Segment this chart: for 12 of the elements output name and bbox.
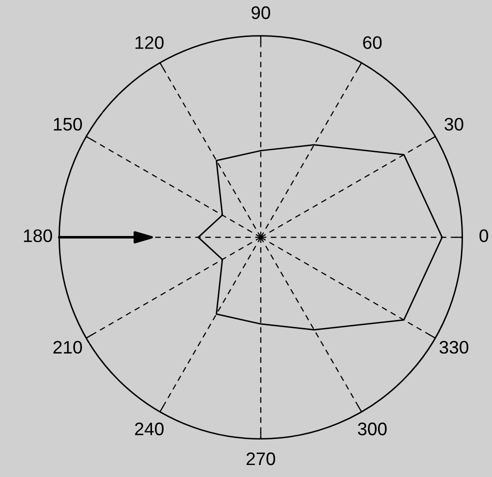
spoke-label: 240 bbox=[135, 422, 164, 436]
spoke-label: 30 bbox=[444, 118, 464, 131]
spoke-label: 270 bbox=[246, 452, 276, 466]
spoke-label: 90 bbox=[252, 6, 270, 20]
spoke-label: 210 bbox=[53, 340, 82, 354]
spoke-label: 60 bbox=[363, 36, 382, 49]
spoke-label: 120 bbox=[136, 36, 164, 49]
spoke-label: 0 bbox=[480, 229, 488, 242]
spoke-label: 150 bbox=[54, 118, 82, 131]
spoke-label: 300 bbox=[358, 422, 387, 436]
spoke-label: 330 bbox=[440, 340, 468, 354]
spoke-label: 180 bbox=[24, 229, 52, 242]
